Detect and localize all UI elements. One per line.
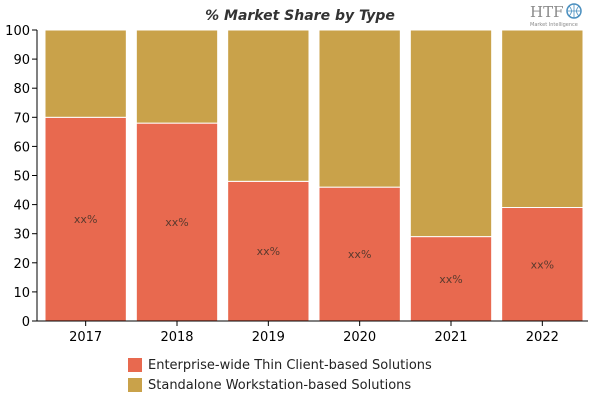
bar-label-group: xx% xx% xx% xx% xx% xx%	[74, 213, 554, 286]
y-tick-label: 90	[13, 53, 30, 68]
y-axis: 0 10 20 30 40 50 60 70 80 90 100	[5, 24, 38, 330]
legend-label-series-a: Enterprise-wide Thin Client-based Soluti…	[148, 357, 432, 373]
htf-logo: HTF Market Intelligence	[528, 2, 586, 28]
y-tick-label: 20	[13, 257, 30, 272]
x-tick-label-2021: 2021	[434, 330, 467, 345]
legend-swatch-series-a	[128, 358, 142, 372]
bar-data-label-2019: xx%	[257, 245, 280, 258]
y-tick-label: 0	[22, 315, 30, 330]
bar-segment-2018-series-0	[135, 122, 219, 322]
y-tick-label: 10	[13, 286, 30, 301]
legend-item-series-b: Standalone Workstation-based Solutions	[128, 376, 411, 394]
bar-group	[44, 29, 584, 322]
logo-text: HTF	[530, 3, 564, 21]
bar-segment-2020-series-1	[318, 29, 401, 188]
bar-segment-2017-series-1	[44, 29, 127, 118]
bar-segment-2021-series-1	[409, 29, 493, 238]
legend-swatch-series-b	[128, 378, 142, 392]
bar-segment-2018-series-1	[135, 29, 219, 124]
bar-data-label-2017: xx%	[74, 213, 97, 226]
x-tick-label-2019: 2019	[252, 330, 285, 345]
bar-segment-2022-series-0	[501, 207, 584, 322]
y-tick-label: 80	[13, 82, 30, 97]
bar-segment-2022-series-1	[501, 29, 584, 209]
bar-data-label-2021: xx%	[439, 273, 462, 286]
y-tick-label: 30	[13, 228, 30, 243]
x-tick-label-2022: 2022	[526, 330, 559, 345]
bar-segment-2020-series-0	[318, 186, 401, 322]
chart-title: % Market Share by Type	[205, 8, 395, 24]
bar-data-label-2020: xx%	[348, 248, 371, 261]
legend-label-series-b: Standalone Workstation-based Solutions	[148, 377, 412, 393]
x-tick-label-2020: 2020	[343, 330, 376, 345]
bar-segment-2019-series-1	[227, 29, 310, 182]
bar-data-label-2022: xx%	[531, 258, 554, 271]
x-tick-label-2017: 2017	[69, 330, 102, 345]
bar-data-label-2018: xx%	[165, 216, 188, 229]
x-tick-label-2018: 2018	[160, 330, 193, 345]
y-tick-label: 100	[5, 24, 30, 39]
legend-item-series-a: Enterprise-wide Thin Client-based Soluti…	[128, 356, 432, 374]
y-tick-label: 60	[13, 140, 30, 155]
logo-subtext: Market Intelligence	[530, 22, 578, 28]
globe-icon: HTF Market Intelligence	[530, 3, 582, 28]
y-tick-label: 40	[13, 199, 30, 214]
y-tick-label: 50	[13, 170, 30, 185]
bar-segment-2017-series-0	[44, 116, 127, 322]
y-tick-label: 70	[13, 111, 30, 126]
bar-segment-2021-series-0	[409, 236, 493, 322]
x-axis: 2017 2018 2019 2020 2021 2022	[37, 320, 588, 345]
